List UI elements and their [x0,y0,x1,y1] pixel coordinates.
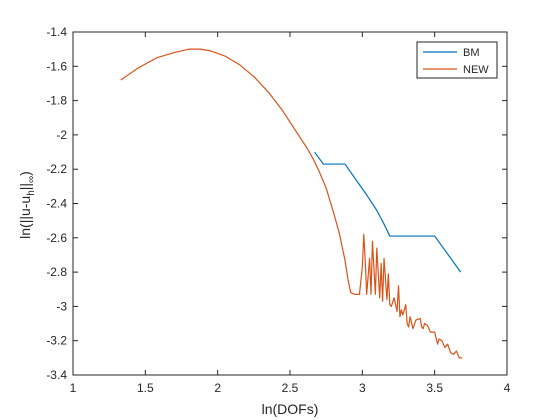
y-axis-label-subscript-h: h [26,190,37,196]
x-tick-label: 3.5 [426,381,443,395]
plot-area [120,48,463,359]
legend: BM NEW [416,41,498,79]
y-axis-label-end: ) [17,171,33,176]
x-tick-label: 1.5 [137,381,154,395]
x-tick-label: 4 [504,381,511,395]
y-axis-label-main: ln(||u-u [17,196,33,239]
legend-label-new: NEW [463,64,489,76]
x-tick-label: 2.5 [282,381,299,395]
y-tick-label: -2.6 [46,231,67,245]
y-tick-label: -3.2 [46,334,67,348]
y-tick-label: -2.4 [46,197,67,211]
y-axis-label: ln(||u-uh||∞) [17,171,37,239]
y-axis-label-subscript-infinity: ∞ [26,176,37,183]
x-tick-label: 2 [214,381,221,395]
y-axis-label-norm: || [17,183,33,190]
y-tick-label: -3 [56,299,67,313]
legend-box [416,41,498,79]
series-line-new [120,48,463,359]
x-tick-label: 3 [359,381,366,395]
x-axis-label: ln(DOFs) [262,401,319,417]
y-tick-label: -2 [56,128,67,142]
legend-label-bm: BM [463,47,480,59]
y-tick-label: -3.4 [46,368,67,382]
y-tick-label: -2.2 [46,162,67,176]
y-tick-label: -1.8 [46,94,67,108]
y-tick-label: -1.6 [46,59,67,73]
axes: 1 1.5 2 2.5 3 3.5 4 -1.4 -1.6 -1.8 -2 -2.2 -2.4 -2.6 -… [46,25,510,395]
x-tick-label: 1 [70,381,77,395]
y-tick-label: -2.8 [46,265,67,279]
series-line-bm [314,151,462,273]
y-tick-label: -1.4 [46,25,67,39]
